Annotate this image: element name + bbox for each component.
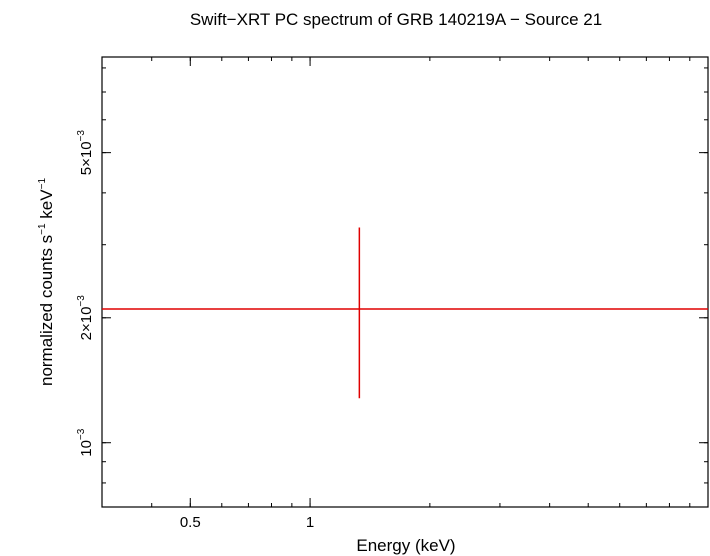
data-series bbox=[102, 227, 708, 399]
plot-frame bbox=[101, 56, 709, 508]
y-tick-label: 5×10−3 bbox=[76, 130, 95, 176]
y-tick-label-exp: −3 bbox=[76, 130, 87, 142]
x-tick-label: 1 bbox=[306, 514, 314, 531]
y-tick-label-exp: −3 bbox=[76, 428, 87, 440]
chart-title: Swift−XRT PC spectrum of GRB 140219A − S… bbox=[190, 10, 602, 29]
y-tick-label-base: 5×10 bbox=[78, 141, 95, 175]
y-axis-label-exp2: −1 bbox=[37, 178, 48, 190]
y-axis-label-exp1: −1 bbox=[37, 223, 48, 235]
x-tick-label: 0.5 bbox=[180, 514, 201, 531]
y-tick-label-base: 2×10 bbox=[78, 307, 95, 341]
y-tick-label-base: 10 bbox=[78, 440, 95, 457]
y-axis-label: normalized counts s−1 keV−1 bbox=[37, 178, 56, 386]
y-axis-label-unit: keV bbox=[37, 189, 56, 224]
x-axis-label: Energy (keV) bbox=[356, 536, 455, 555]
y-axis-label-text: normalized counts s bbox=[37, 235, 56, 386]
y-tick-label: 2×10−3 bbox=[76, 295, 95, 341]
axes: 0.5 110−32×10−35×10−3 bbox=[76, 56, 709, 531]
y-tick-label-exp: −3 bbox=[76, 295, 87, 307]
y-tick-label: 10−3 bbox=[76, 428, 95, 457]
